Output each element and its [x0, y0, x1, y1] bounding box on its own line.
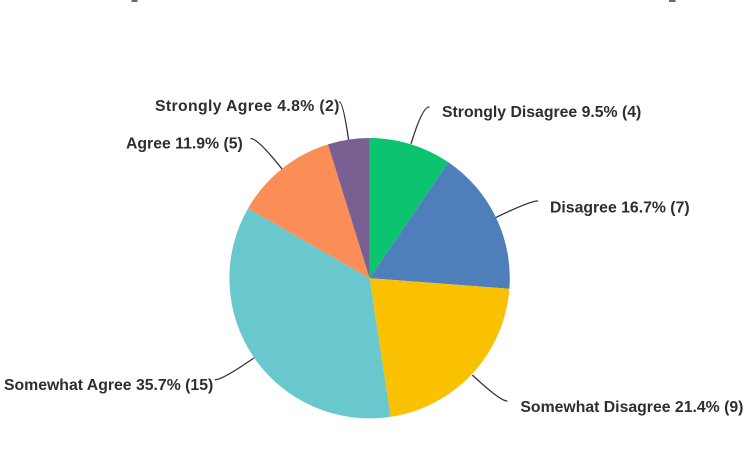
- svg-text:Somewhat Agree 35.7% (15): Somewhat Agree 35.7% (15): [4, 377, 213, 394]
- svg-text:Somewhat Disagree 21.4% (9): Somewhat Disagree 21.4% (9): [520, 399, 743, 416]
- svg-text:Strongly Agree 4.8% (2): Strongly Agree 4.8% (2): [155, 98, 340, 115]
- svg-text:Agree 11.9% (5): Agree 11.9% (5): [126, 136, 243, 153]
- svg-text:Strongly Disagree 9.5% (4): Strongly Disagree 9.5% (4): [442, 104, 641, 121]
- svg-text:Disagree 16.7% (7): Disagree 16.7% (7): [550, 199, 690, 216]
